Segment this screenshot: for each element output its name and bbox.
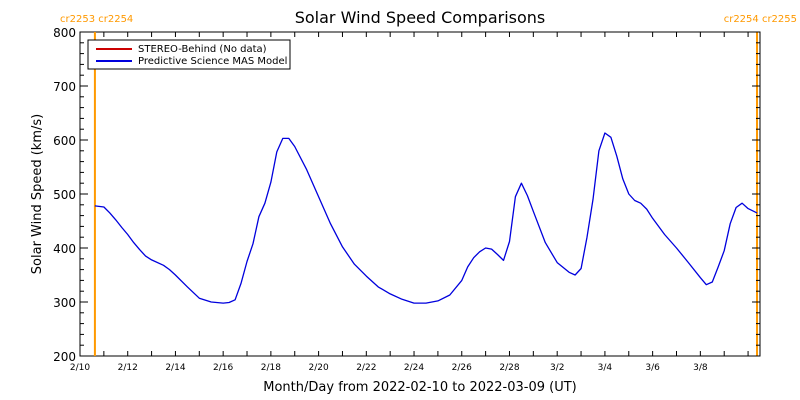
legend: STEREO-Behind (No data) Predictive Scien… xyxy=(87,39,291,70)
x-tick-label: 2/10 xyxy=(70,363,90,373)
cr-label-left: cr2253 cr2254 xyxy=(60,14,133,25)
y-tick-label: 700 xyxy=(53,80,76,94)
series-line-mas-model xyxy=(94,132,758,304)
x-tick-label: 2/20 xyxy=(308,363,328,373)
x-tick-label: 3/4 xyxy=(598,363,613,373)
marker-lines xyxy=(93,32,759,356)
plot-frame xyxy=(79,31,761,357)
x-tick-label: 3/6 xyxy=(645,363,660,373)
x-axis-label: Month/Day from 2022-02-10 to 2022-03-09 … xyxy=(263,380,576,395)
x-tick-label: 2/18 xyxy=(261,363,281,373)
x-tick-label: 2/24 xyxy=(404,363,424,373)
x-tick-label: 2/14 xyxy=(165,363,185,373)
legend-box xyxy=(87,39,291,70)
x-tick-label: 3/8 xyxy=(693,363,708,373)
x-axis: 2/10 2/12 2/14 2/16 2/18 2/20 2/22 2/24 2/26 2/28… xyxy=(70,32,749,373)
series-lines xyxy=(94,132,758,304)
legend-label-mas-model: Predictive Science MAS Model xyxy=(138,56,287,67)
y-tick-label: 600 xyxy=(53,134,76,148)
cr-label-right: cr2254 cr2255 xyxy=(724,14,797,25)
chart-title: Solar Wind Speed Comparisons xyxy=(295,8,546,27)
x-tick-label: 2/22 xyxy=(356,363,376,373)
y-tick-label: 800 xyxy=(53,26,76,40)
y-tick-label: 400 xyxy=(53,242,76,256)
x-tick-label: 2/16 xyxy=(213,363,233,373)
y-axis: 200 300 400 500 600 700 800 xyxy=(53,26,760,364)
x-tick-label: 2/28 xyxy=(499,363,519,373)
y-axis-label: Solar Wind Speed (km/s) xyxy=(30,114,45,274)
y-tick-label: 500 xyxy=(53,188,76,202)
x-tick-label: 3/2 xyxy=(550,363,564,373)
legend-label-stereo: STEREO-Behind (No data) xyxy=(138,44,267,55)
y-tick-label: 200 xyxy=(53,350,76,364)
y-tick-label: 300 xyxy=(53,296,76,310)
x-tick-label: 2/12 xyxy=(118,363,138,373)
x-tick-label: 2/26 xyxy=(452,363,472,373)
